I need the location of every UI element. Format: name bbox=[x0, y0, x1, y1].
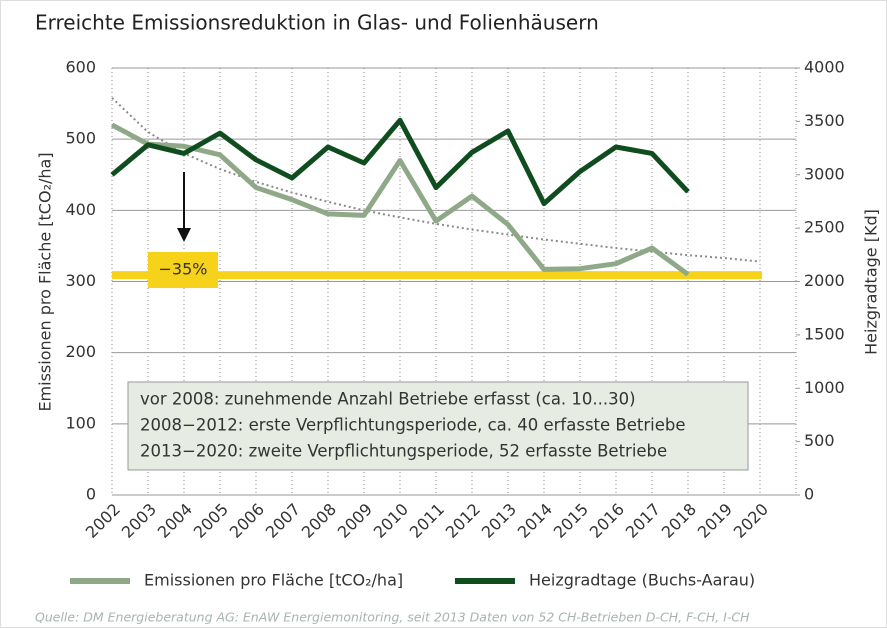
trend-line bbox=[111, 97, 761, 263]
y-tick-label: 400 bbox=[65, 200, 96, 219]
arrow-head bbox=[177, 228, 191, 242]
y2-tick-label: 2000 bbox=[804, 271, 845, 290]
reference-label-box bbox=[148, 252, 218, 288]
source-note: Quelle: DM Energieberatung AG: EnAW Ener… bbox=[35, 610, 750, 625]
legend-label: Heizgradtage (Buchs-Aarau) bbox=[529, 571, 755, 590]
legend-label: Emissionen pro Fläche [tCO₂/ha] bbox=[144, 571, 403, 590]
y2-tick-label: 3500 bbox=[804, 111, 845, 130]
y-tick-label: 500 bbox=[65, 129, 96, 148]
y-tick-label: 0 bbox=[86, 485, 96, 504]
y2-tick-label: 0 bbox=[804, 485, 814, 504]
annotation-line: 2013−2020: zweite Verpflichtungsperiode,… bbox=[140, 442, 667, 461]
y2-tick-label: 1000 bbox=[804, 378, 845, 397]
annotation-line: vor 2008: zunehmende Anzahl Betriebe erf… bbox=[140, 390, 636, 409]
series-line bbox=[110, 117, 690, 207]
y-axis-label: Emissionen pro Fläche [tCO₂/ha] bbox=[36, 152, 55, 411]
y-tick-label: 100 bbox=[65, 413, 96, 432]
y2-tick-label: 4000 bbox=[804, 58, 845, 77]
y2-tick-label: 2500 bbox=[804, 218, 845, 237]
y-tick-label: 600 bbox=[65, 58, 96, 77]
y2-tick-label: 500 bbox=[804, 431, 835, 450]
y2-axis-label: Heizgradtage [Kd] bbox=[862, 209, 881, 355]
y2-tick-label: 3000 bbox=[804, 164, 845, 183]
reference-label: −35% bbox=[159, 260, 208, 279]
series-line bbox=[110, 122, 690, 277]
y2-tick-label: 1500 bbox=[804, 324, 845, 343]
annotation-box bbox=[127, 381, 749, 471]
chart-title: Erreichte Emissionsreduktion in Glas- un… bbox=[35, 11, 599, 35]
y-tick-label: 200 bbox=[65, 342, 96, 361]
y-tick-label: 300 bbox=[65, 271, 96, 290]
annotation-line: 2008−2012: erste Verpflichtungsperiode, … bbox=[140, 416, 686, 435]
